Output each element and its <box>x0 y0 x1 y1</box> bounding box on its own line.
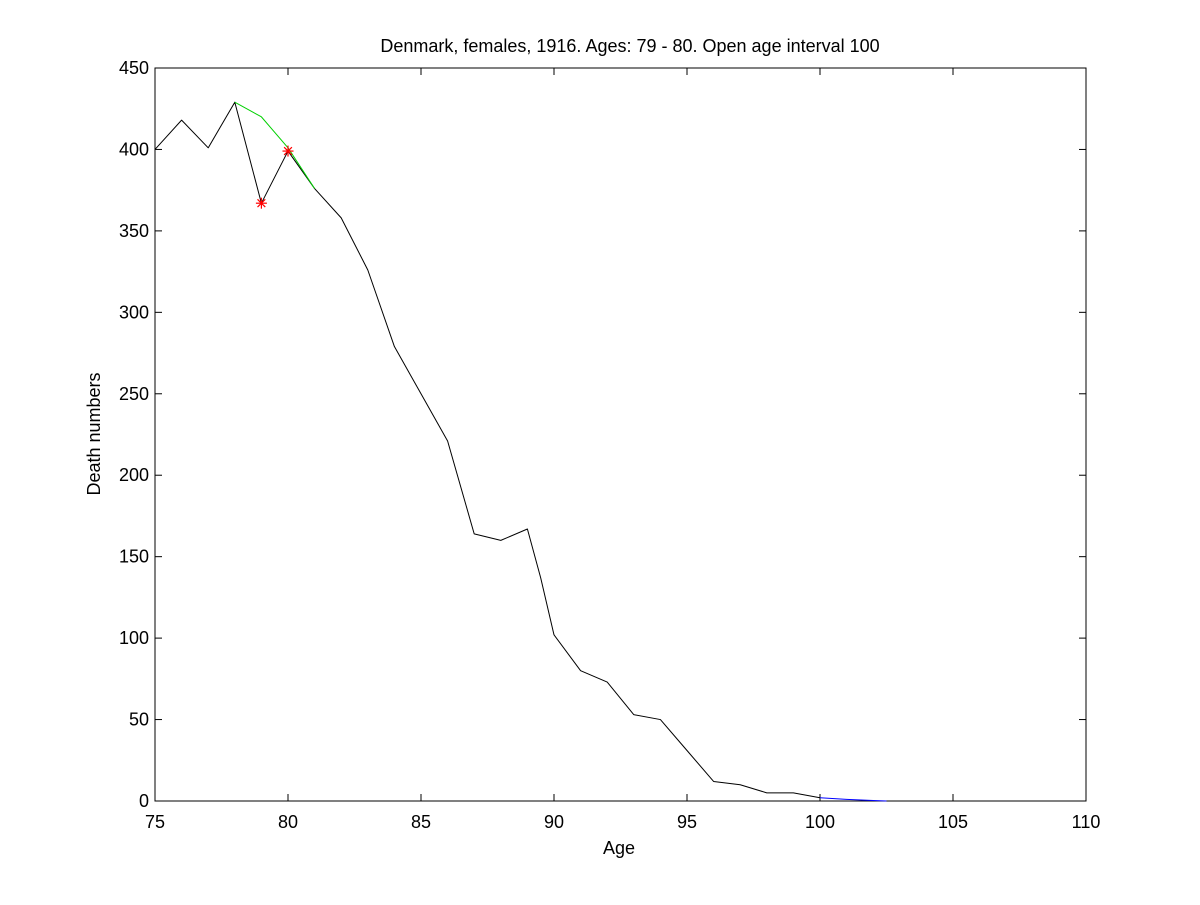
y-tick-label: 0 <box>139 791 149 811</box>
y-axis-title: Death numbers <box>84 372 104 495</box>
data-point-marker <box>282 145 294 157</box>
series-line-0 <box>154 101 821 799</box>
y-tick-label: 400 <box>119 139 149 159</box>
chart-title: Denmark, females, 1916. Ages: 79 - 80. O… <box>380 36 879 56</box>
x-tick-label: 80 <box>278 812 298 832</box>
x-tick-label: 85 <box>411 812 431 832</box>
x-tick-label: 75 <box>145 812 165 832</box>
y-tick-label: 150 <box>119 547 149 567</box>
x-tick-label: 105 <box>938 812 968 832</box>
x-tick-label: 110 <box>1072 812 1101 832</box>
x-tick-label: 100 <box>805 812 835 832</box>
plot-area <box>154 67 1087 802</box>
y-tick-label: 200 <box>119 465 149 485</box>
y-tick-label: 450 <box>119 58 149 78</box>
y-tick-label: 350 <box>119 221 149 241</box>
data-point-marker <box>255 197 267 209</box>
y-tick-label: 300 <box>119 302 149 322</box>
series-line-1 <box>234 101 316 189</box>
x-tick-label: 95 <box>677 812 697 832</box>
y-tick-label: 250 <box>119 384 149 404</box>
series-line-2 <box>819 797 887 802</box>
x-tick-label: 90 <box>544 812 564 832</box>
x-axis-title: Age <box>603 838 635 858</box>
y-tick-label: 100 <box>119 628 149 648</box>
y-tick-label: 50 <box>129 710 149 730</box>
